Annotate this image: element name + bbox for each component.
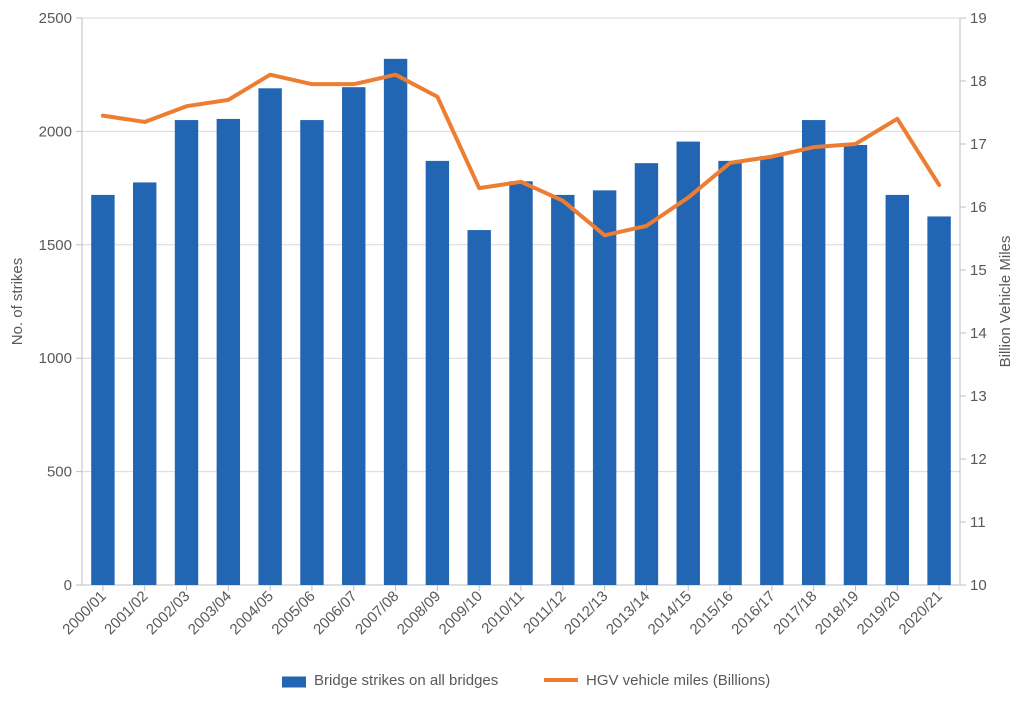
y-right-tick-label: 14 bbox=[970, 325, 987, 342]
bar bbox=[551, 195, 574, 585]
bar bbox=[844, 145, 867, 585]
bar bbox=[718, 161, 741, 585]
y-right-tick-label: 11 bbox=[970, 514, 986, 531]
y-left-tick-label: 1000 bbox=[39, 350, 72, 367]
y-right-tick-label: 13 bbox=[970, 388, 987, 405]
bar bbox=[258, 88, 281, 585]
bar bbox=[509, 181, 532, 585]
bar bbox=[175, 120, 198, 585]
bar bbox=[300, 120, 323, 585]
legend-line-label: HGV vehicle miles (Billions) bbox=[586, 672, 770, 689]
y-right-tick-label: 16 bbox=[970, 199, 987, 216]
legend-bar-swatch bbox=[282, 677, 306, 688]
bar bbox=[217, 119, 240, 585]
bar bbox=[927, 216, 950, 585]
y-right-title: Billion Vehicle Miles bbox=[997, 236, 1014, 368]
bar bbox=[802, 120, 825, 585]
bar bbox=[342, 87, 365, 585]
y-right-tick-label: 10 bbox=[970, 577, 987, 594]
bar bbox=[91, 195, 114, 585]
bar bbox=[760, 156, 783, 585]
bar bbox=[384, 59, 407, 585]
y-right-tick-label: 19 bbox=[970, 10, 987, 27]
bar bbox=[426, 161, 449, 585]
bar bbox=[677, 142, 700, 585]
y-right-tick-label: 18 bbox=[970, 73, 987, 90]
y-left-tick-label: 2000 bbox=[39, 123, 72, 140]
y-left-tick-label: 500 bbox=[47, 464, 72, 481]
y-left-tick-label: 1500 bbox=[39, 237, 72, 254]
y-right-tick-label: 12 bbox=[970, 451, 987, 468]
bridge-strikes-chart: 0 500 1000 1500 2000 2500 10 11 12 13 14 15 16 17 18 19… bbox=[0, 0, 1024, 707]
bar bbox=[593, 190, 616, 585]
y-left-tick-label: 0 bbox=[64, 577, 72, 594]
legend-bar-label: Bridge strikes on all bridges bbox=[314, 672, 498, 689]
y-left-title: No. of strikes bbox=[9, 258, 26, 346]
bar bbox=[133, 182, 156, 585]
bar bbox=[886, 195, 909, 585]
y-left-tick-label: 2500 bbox=[39, 10, 72, 27]
y-right-tick-label: 15 bbox=[970, 262, 987, 279]
y-right-tick-label: 17 bbox=[970, 136, 987, 153]
bar bbox=[467, 230, 490, 585]
